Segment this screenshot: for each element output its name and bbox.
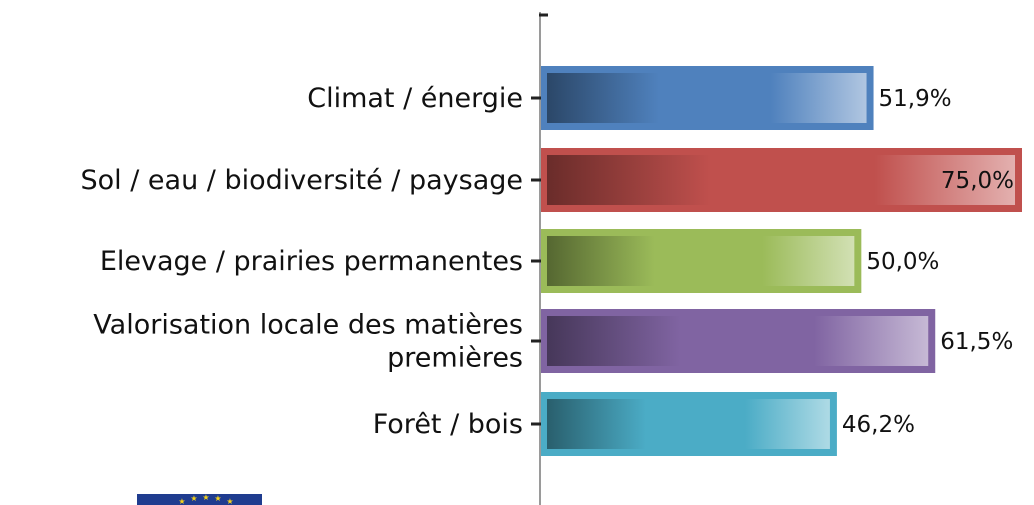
bar-fill-0 bbox=[547, 73, 867, 123]
category-label-0: Climat / énergie bbox=[307, 83, 523, 114]
value-label-2: 50,0% bbox=[866, 249, 939, 275]
eu-star-icon: ★ bbox=[214, 494, 221, 503]
value-label-1: 75,0% bbox=[941, 168, 1014, 194]
eu-star-icon: ★ bbox=[190, 494, 197, 503]
eu-flag-background bbox=[137, 494, 262, 505]
labels-group: Climat / énergie 51,9% Sol / eau / biodive… bbox=[81, 83, 1015, 440]
value-label-4: 46,2% bbox=[842, 412, 915, 438]
category-label-2: Elevage / prairies permanentes bbox=[100, 246, 523, 277]
bar-fill-4 bbox=[547, 399, 830, 449]
bar-fill-1 bbox=[547, 155, 1015, 205]
eu-star-icon: ★ bbox=[226, 497, 233, 505]
category-label-3-line-0: Valorisation locale des matières bbox=[93, 310, 523, 341]
eu-flag-logo: ★ ★ ★ ★ ★ bbox=[137, 493, 262, 505]
bars-group bbox=[540, 66, 1022, 456]
category-label-1: Sol / eau / biodiversité / paysage bbox=[81, 165, 524, 196]
axis-group bbox=[531, 12, 548, 505]
value-label-3: 61,5% bbox=[940, 329, 1013, 355]
bar-fill-2 bbox=[547, 236, 855, 286]
category-label-4: Forêt / bois bbox=[373, 409, 523, 440]
bar-fill-3 bbox=[547, 316, 929, 366]
value-label-0: 51,9% bbox=[879, 86, 952, 112]
category-label-3-line-1: premières bbox=[387, 343, 523, 374]
eu-star-icon: ★ bbox=[202, 493, 209, 502]
eu-star-icon: ★ bbox=[178, 497, 185, 505]
